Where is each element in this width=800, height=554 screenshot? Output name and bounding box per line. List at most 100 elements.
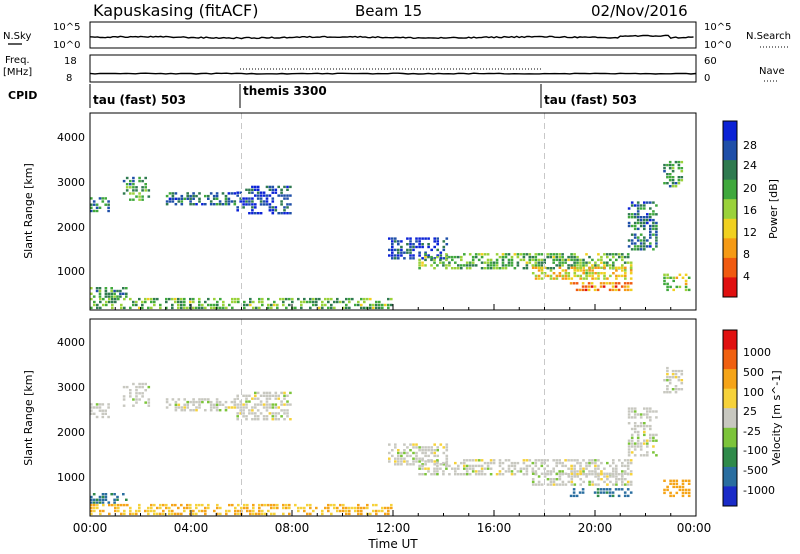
- power-cell-band9: [608, 288, 612, 292]
- power-cell-band5: [153, 297, 156, 301]
- velocity-cell-band7: [561, 461, 564, 465]
- velocity-cell-band10: [655, 410, 658, 413]
- velocity-cell-band2: [215, 406, 219, 409]
- velocity-cell-band6: [424, 449, 427, 452]
- power-cell-band1: [147, 195, 151, 198]
- power-cell-band6: [427, 245, 430, 249]
- velocity-cell-band7: [442, 470, 445, 473]
- velocity-cell-band6: [445, 443, 449, 446]
- velocity-cell-band5: [387, 509, 390, 513]
- power-cell-band11: [680, 170, 684, 173]
- power-cell-band2: [224, 194, 228, 198]
- power-cell-band5: [342, 300, 345, 304]
- power-cell-band7: [558, 253, 561, 256]
- velocity-cell-band5: [303, 506, 306, 510]
- power-cell-band7: [615, 253, 618, 256]
- velocity-cell-band7: [591, 461, 594, 465]
- velocity-cell-band7: [495, 473, 499, 476]
- power-cell-band12: [669, 276, 672, 279]
- velocity-cell-band7: [421, 464, 424, 468]
- velocity-cell-band7: [573, 470, 576, 473]
- velocity-cell-band8: [629, 483, 633, 486]
- velocity-cell-band10: [652, 451, 655, 454]
- power-cell-band5: [135, 300, 138, 304]
- velocity-cell-band10: [643, 430, 646, 434]
- velocity-cell-band10: [627, 416, 631, 419]
- power-cell-band5: [249, 297, 252, 301]
- power-cell-band5: [195, 306, 198, 310]
- velocity-cell-band5: [375, 509, 378, 513]
- velocity-cell-band3: [265, 406, 269, 409]
- velocity-cell-band3: [277, 418, 280, 421]
- power-cell-band4: [107, 295, 111, 298]
- power-cell-band1: [141, 189, 144, 192]
- power-cell-band3: [254, 212, 257, 215]
- power-cell-band6: [391, 245, 394, 249]
- power-cell-band6: [427, 243, 430, 246]
- velocity-cell-band8: [597, 472, 600, 475]
- velocity-cell-band6: [439, 443, 443, 446]
- velocity-cell-band5: [315, 506, 318, 510]
- power-cell-band7: [543, 258, 546, 262]
- power-cell-band7: [516, 255, 520, 259]
- power-cell-band8: [585, 269, 588, 272]
- power-cell-band7: [492, 267, 496, 270]
- velocity-cell-band5: [117, 506, 120, 510]
- power-cell-band8: [582, 266, 585, 269]
- power-cell-band7: [501, 255, 505, 259]
- power-cell-band6: [403, 257, 406, 260]
- velocity-cell-band1: [141, 382, 144, 386]
- power-cell-band7: [525, 253, 529, 256]
- velocity-cell-band7: [555, 461, 558, 465]
- power-cell-band5: [165, 300, 168, 304]
- velocity-cell-band12: [663, 488, 666, 492]
- power-cell-band10: [633, 245, 637, 248]
- power-cell-band2: [180, 194, 184, 198]
- velocity-cell-band5: [99, 512, 102, 516]
- velocity-cell-band10: [655, 439, 658, 442]
- power-panel-frame: [89, 112, 697, 311]
- velocity-cell-band7: [465, 467, 469, 470]
- power-cell-band7: [594, 264, 597, 267]
- power-cell-band5: [309, 306, 312, 310]
- velocity-cell-band2: [192, 398, 195, 401]
- power-cell-band10: [643, 221, 646, 225]
- power-cell-band5: [201, 303, 204, 307]
- power-cell-band6: [418, 245, 421, 249]
- power-cell-band12: [666, 276, 669, 279]
- velocity-cell-band7: [609, 464, 612, 468]
- velocity-cell-band12: [672, 494, 675, 498]
- power-cell-band5: [369, 306, 372, 310]
- velocity-cell-band12: [687, 482, 691, 485]
- power-cell-band7: [525, 267, 529, 270]
- power-cell-band7: [486, 264, 490, 267]
- power-cell-band8: [591, 274, 594, 278]
- velocity-cell-band3: [245, 406, 248, 409]
- power-cell-band7: [513, 253, 517, 256]
- power-cell-band7: [471, 264, 475, 267]
- power-cell-band9: [608, 282, 612, 285]
- power-cell-band7: [537, 258, 541, 262]
- power-cell-band11: [666, 176, 669, 179]
- power-cell-band3: [289, 212, 292, 215]
- power-cell-band3: [265, 197, 269, 200]
- power-cell-band7: [495, 267, 499, 270]
- velocity-cell-band11: [680, 373, 684, 376]
- velocity-cell-band11: [666, 385, 669, 388]
- power-cell-band7: [463, 253, 466, 256]
- velocity-cell-band6: [436, 446, 439, 449]
- power-cell-band7: [561, 255, 564, 259]
- velocity-cell-band7: [454, 470, 457, 473]
- power-cell-band7: [522, 267, 526, 270]
- velocity-cell-band11: [677, 376, 681, 379]
- velocity-cell-band7: [618, 459, 621, 462]
- velocity-cell-band3: [286, 409, 289, 412]
- velocity-cell-band5: [333, 503, 336, 507]
- velocity-cell-band7: [471, 464, 475, 468]
- velocity-cell-band7: [418, 473, 421, 476]
- velocity-cell-band1: [144, 382, 147, 386]
- velocity-cell-band0: [95, 415, 99, 419]
- power-cell-band4: [125, 287, 128, 290]
- nsearch-label: N.Search: [746, 31, 791, 42]
- velocity-cell-band5: [306, 512, 309, 516]
